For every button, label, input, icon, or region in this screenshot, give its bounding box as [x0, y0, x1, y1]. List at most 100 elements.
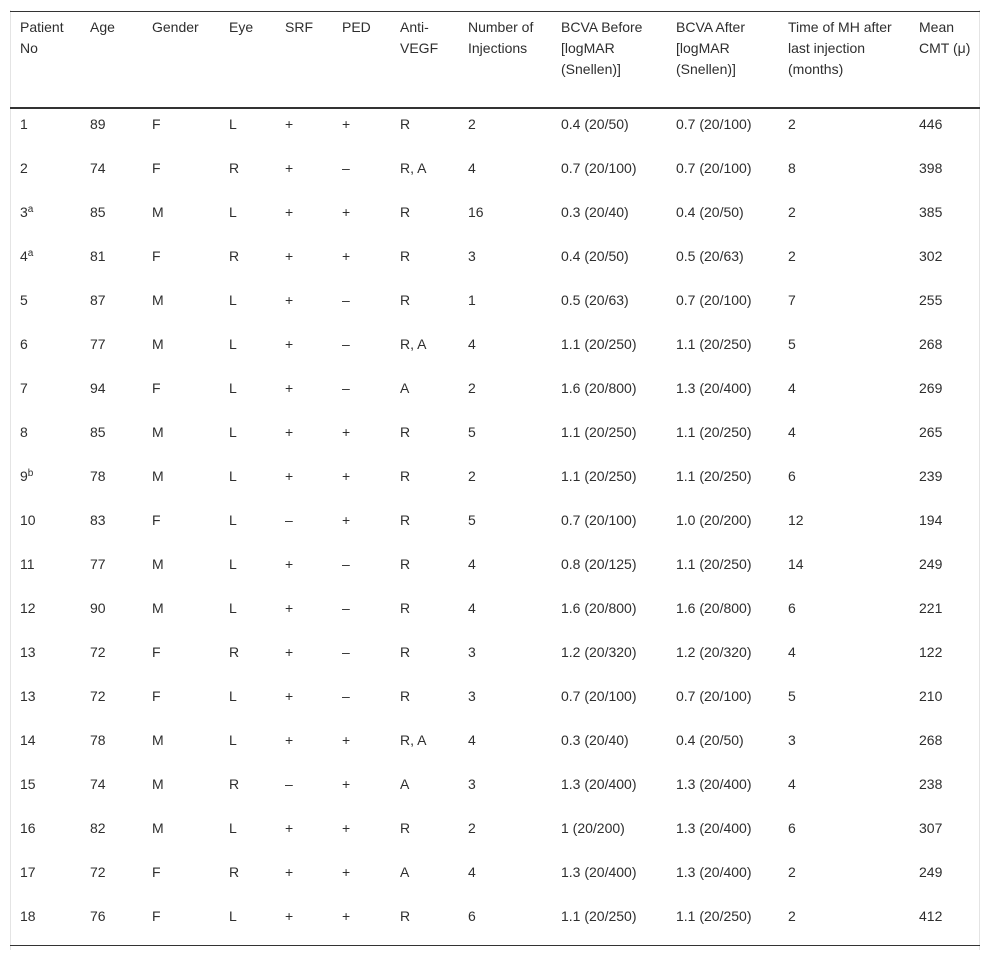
table-cell: 85 [90, 204, 106, 220]
table-cell: 85 [90, 424, 106, 440]
header-cell: BCVA After [logMAR (Snellen)] [676, 19, 745, 77]
table-cell: M [152, 600, 164, 616]
table-cell: + [285, 204, 294, 220]
header-cell: PED [342, 19, 371, 35]
table-cell: + [285, 864, 294, 880]
table-cell: 2 [788, 864, 796, 880]
table-cell: 0.7 (20/100) [561, 160, 637, 176]
table-cell: 15 [20, 776, 36, 792]
table-cell: F [152, 512, 161, 528]
table-cell: – [342, 556, 350, 572]
header-cell: Patient No [20, 19, 64, 56]
table-cell: 3a [10, 197, 80, 241]
table-cell: + [285, 732, 294, 748]
table-cell: 412 [919, 908, 943, 924]
table-row: 9b 78 M L + + R 2 1.1 (20/250) 1.1 (20/250) 6 239 [10, 461, 980, 505]
table-cell: 2 [468, 380, 476, 396]
table-cell: F [152, 908, 161, 924]
table-cell: 1.3 (20/400) [561, 864, 637, 880]
table-cell: L [229, 204, 237, 220]
table-cell: 398 [919, 160, 943, 176]
table-cell: – [342, 292, 350, 308]
table-cell: 5 [468, 424, 476, 440]
table-cell: R [400, 688, 411, 704]
table-cell: 4a [10, 241, 80, 285]
table-cell: 72 [90, 688, 106, 704]
table-cell: 446 [919, 116, 943, 132]
table-cell: 7 [20, 380, 28, 396]
table-cell: 2 [788, 248, 796, 264]
table-cell: 77 [90, 556, 106, 572]
table-cell: 122 [919, 644, 943, 660]
table-cell: R [400, 204, 411, 220]
table-cell: + [285, 116, 294, 132]
table-cell: 255 [919, 292, 943, 308]
table-cell: 14 [20, 732, 36, 748]
table-cell: 194 [919, 512, 943, 528]
table-cell: 0.4 (20/50) [561, 116, 629, 132]
table-cell: L [229, 468, 237, 484]
table-cell: + [342, 512, 351, 528]
table-cell: L [229, 908, 237, 924]
table-row: 15 74 M R – + A 3 1.3 (20/400) 1.3 (20/400) 4 238 [10, 769, 980, 813]
table-cell: R, A [400, 336, 427, 352]
table-cell: – [342, 380, 350, 396]
table-cell: 14 [788, 556, 804, 572]
table-cell: 1.6 (20/800) [676, 600, 752, 616]
table-cell: 90 [90, 600, 106, 616]
table-row: 2 74 F R + – R, A 4 0.7 (20/100) 0.7 (20/100) 8 398 [10, 153, 980, 197]
header-row: Patient No Age Gender Eye SRF PED Anti-VEGF Num… [10, 11, 980, 108]
table-cell: + [285, 380, 294, 396]
table-cell: – [285, 512, 293, 528]
table-cell: 249 [919, 864, 943, 880]
table-cell: 239 [919, 468, 943, 484]
table-cell: 3 [468, 248, 476, 264]
table-cell: 1.0 (20/200) [676, 512, 752, 528]
table-cell: – [342, 688, 350, 704]
table-cell: 1.1 (20/250) [676, 468, 752, 484]
table-row: 5 87 M L + – R 1 0.5 (20/63) 0.7 (20/100) 7 255 [10, 285, 980, 329]
table-cell: 1.3 (20/400) [561, 776, 637, 792]
table-body: 1 89 F L + + R 2 0.4 (20/50) 0.7 (20/100) 2 446 2 74 F… [10, 108, 980, 946]
header-cell: BCVA Before [logMAR (Snellen)] [561, 19, 643, 77]
table-cell: + [285, 468, 294, 484]
table-cell: 249 [919, 556, 943, 572]
table-cell: 0.5 (20/63) [676, 248, 744, 264]
footnote-mark: a [27, 248, 34, 259]
table-cell: F [152, 160, 161, 176]
table-cell: R, A [400, 732, 427, 748]
table-cell: + [285, 820, 294, 836]
table-cell: 1.6 (20/800) [561, 380, 637, 396]
table-cell: 1.3 (20/400) [676, 864, 752, 880]
table-cell: 4 [788, 644, 796, 660]
table-cell: 268 [919, 732, 943, 748]
header-cell: Mean CMT (μ) [919, 19, 971, 56]
table-cell: 0.7 (20/100) [561, 512, 637, 528]
table-cell: 1.3 (20/400) [676, 820, 752, 836]
table-cell: R, A [400, 160, 427, 176]
table-cell: 76 [90, 908, 106, 924]
table-cell: 0.3 (20/40) [561, 204, 629, 220]
table-cell: – [342, 160, 350, 176]
table-cell: 4 [788, 424, 796, 440]
table-cell: M [152, 424, 164, 440]
table-cell: 72 [90, 644, 106, 660]
table-cell: + [285, 688, 294, 704]
table-cell: R [229, 644, 240, 660]
table-cell: 82 [90, 820, 106, 836]
table-cell: F [152, 644, 161, 660]
table-cell: 8 [788, 160, 796, 176]
table-row: 14 78 M L + + R, A 4 0.3 (20/40) 0.4 (20/50) 3 268 [10, 725, 980, 769]
table-cell: R [229, 160, 240, 176]
table-cell: 16 [20, 820, 36, 836]
header-cell: Number of Injections [468, 19, 534, 56]
table-cell: – [285, 776, 293, 792]
table-cell: 1.1 (20/250) [561, 336, 637, 352]
table-cell: 1.3 (20/400) [676, 380, 752, 396]
table-cell: M [152, 732, 164, 748]
table-cell: M [152, 292, 164, 308]
table-cell: 6 [20, 336, 28, 352]
table-cell: R [229, 248, 240, 264]
table-cell: 238 [919, 776, 943, 792]
table-cell: M [152, 820, 164, 836]
